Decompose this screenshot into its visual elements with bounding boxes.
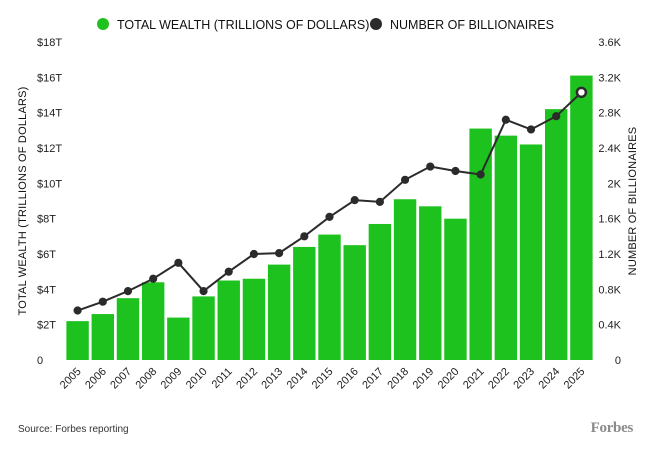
billionaires-point-2022 bbox=[501, 115, 510, 124]
billionaires-point-2016 bbox=[350, 196, 359, 205]
billionaires-point-2019 bbox=[426, 162, 435, 171]
bar-2021 bbox=[469, 128, 492, 360]
right-tick-label: 1.2K bbox=[598, 249, 621, 261]
bar-2019 bbox=[419, 206, 442, 360]
legend-label-billionaires: NUMBER OF BILLIONAIRES bbox=[390, 18, 554, 32]
billionaires-point-2015 bbox=[325, 212, 334, 221]
bar-2012 bbox=[242, 278, 266, 360]
legend-swatch-billionaires bbox=[370, 18, 382, 30]
right-tick-label: 2K bbox=[608, 178, 622, 190]
left-axis-title: TOTAL WEALTH (TRILLIONS OF DOLLARS) bbox=[17, 86, 29, 315]
bar-2015 bbox=[318, 234, 341, 360]
legend-swatch-wealth bbox=[97, 18, 109, 30]
billionaires-point-2005 bbox=[73, 306, 82, 315]
x-tick-label: 2024 bbox=[537, 366, 563, 392]
billionaires-point-2009 bbox=[174, 258, 183, 267]
x-tick-label: 2021 bbox=[461, 366, 487, 392]
bar-2016 bbox=[343, 245, 366, 360]
left-tick-label: $16T bbox=[37, 72, 62, 84]
billionaires-point-2025 bbox=[575, 86, 588, 99]
left-tick-label: 0 bbox=[37, 355, 43, 367]
right-axis-title: NUMBER OF BILLIONAIRES bbox=[627, 127, 639, 276]
billionaires-point-2021 bbox=[476, 170, 485, 179]
forbes-logo: Forbes bbox=[590, 420, 634, 436]
x-tick-label: 2009 bbox=[159, 366, 185, 392]
bar-2009 bbox=[167, 317, 190, 360]
bars bbox=[66, 75, 593, 361]
legend-label-wealth: TOTAL WEALTH (TRILLIONS OF DOLLARS) bbox=[117, 18, 369, 32]
bar-2010 bbox=[192, 296, 215, 360]
billionaires-point-2007 bbox=[123, 287, 133, 296]
x-tick-label: 2025 bbox=[562, 366, 588, 392]
x-tick-label: 2012 bbox=[234, 366, 260, 392]
source-note: Source: Forbes reporting bbox=[18, 424, 129, 435]
bar-2018 bbox=[393, 199, 417, 360]
right-tick-label: 2.4K bbox=[598, 143, 621, 155]
x-tick-label: 2006 bbox=[83, 366, 109, 392]
x-axis: 2005 2006 2007 2008 2009 2010 2011 2012 2013 2014… bbox=[58, 366, 588, 392]
billionaires-line bbox=[73, 86, 588, 315]
right-tick-label: 0.4K bbox=[598, 320, 621, 332]
bar-2007 bbox=[116, 298, 140, 360]
left-tick-label: $12T bbox=[37, 143, 62, 155]
legend: TOTAL WEALTH (TRILLIONS OF DOLLARS) NUMB… bbox=[97, 18, 554, 32]
right-tick-label: 1.6K bbox=[598, 214, 621, 226]
x-tick-label: 2007 bbox=[108, 366, 134, 392]
x-tick-label: 2016 bbox=[335, 366, 361, 392]
billionaires-point-2018 bbox=[400, 175, 410, 184]
billionaires-point-2020 bbox=[451, 166, 460, 176]
left-tick-label: $18T bbox=[37, 37, 62, 49]
x-tick-label: 2017 bbox=[360, 366, 386, 392]
left-axis: 0 $2T $4T $6T $8T $10T $12T $14T $16T $18T bbox=[37, 37, 62, 367]
billionaires-point-2012 bbox=[249, 249, 259, 259]
right-tick-label: 2.8K bbox=[598, 108, 621, 120]
billionaires-point-2024 bbox=[552, 112, 561, 121]
x-tick-label: 2020 bbox=[436, 366, 462, 392]
bar-2005 bbox=[66, 321, 89, 360]
right-tick-label: 0 bbox=[615, 355, 621, 367]
billionaires-point-2008 bbox=[149, 274, 158, 283]
right-tick-label: 3.2K bbox=[598, 72, 621, 84]
x-tick-label: 2019 bbox=[411, 366, 437, 392]
bar-2006 bbox=[91, 314, 114, 360]
x-tick-label: 2015 bbox=[310, 366, 336, 392]
billionaires-point-2023 bbox=[526, 125, 536, 134]
billionaires-point-2017 bbox=[375, 197, 384, 206]
right-axis: 0 0.4K 0.8K 1.2K 1.6K 2K 2.4K 2.8K 3.2K 3.6K bbox=[598, 37, 621, 367]
bar-2014 bbox=[293, 246, 316, 360]
bar-2008 bbox=[141, 282, 165, 360]
right-tick-label: 0.8K bbox=[598, 284, 621, 296]
x-tick-label: 2008 bbox=[133, 366, 159, 392]
left-tick-label: $6T bbox=[37, 249, 56, 261]
billionaires-point-2013 bbox=[275, 249, 284, 258]
left-tick-label: $14T bbox=[37, 108, 62, 120]
bar-2011 bbox=[217, 280, 240, 360]
left-tick-label: $4T bbox=[37, 284, 56, 296]
left-tick-label: $10T bbox=[37, 178, 62, 190]
bar-2017 bbox=[368, 223, 392, 360]
x-tick-label: 2013 bbox=[259, 366, 285, 392]
bar-2025 bbox=[570, 75, 593, 361]
left-tick-label: $8T bbox=[37, 214, 56, 226]
bar-2024 bbox=[545, 109, 568, 360]
x-tick-label: 2022 bbox=[486, 366, 512, 392]
bar-2023 bbox=[519, 144, 543, 360]
bar-2020 bbox=[444, 218, 467, 360]
bar-2013 bbox=[267, 264, 291, 360]
x-tick-label: 2018 bbox=[385, 366, 411, 392]
right-tick-label: 3.6K bbox=[598, 37, 621, 49]
x-tick-label: 2011 bbox=[210, 366, 235, 391]
bar-2022 bbox=[494, 135, 518, 360]
x-tick-label: 2023 bbox=[511, 366, 537, 392]
billionaires-point-2010 bbox=[199, 287, 208, 296]
billionaires-point-2014 bbox=[300, 232, 309, 241]
x-tick-label: 2014 bbox=[285, 366, 311, 392]
x-tick-label: 2010 bbox=[184, 366, 210, 392]
billionaires-point-2011 bbox=[224, 267, 233, 276]
x-tick-label: 2005 bbox=[58, 366, 84, 392]
billionaires-point-2006 bbox=[98, 297, 107, 306]
left-tick-label: $2T bbox=[37, 320, 56, 332]
